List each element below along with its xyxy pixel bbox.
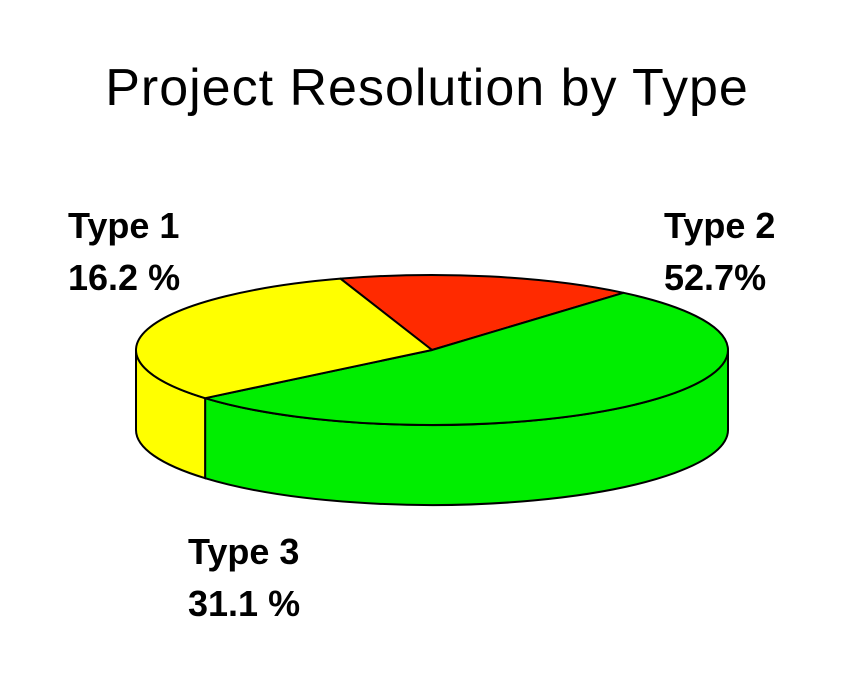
pie-top bbox=[135, 274, 729, 426]
slice-value-type1: 16.2 % bbox=[68, 257, 181, 298]
pie-slice-type-3 bbox=[135, 277, 433, 400]
chart-title: Project Resolution by Type bbox=[105, 59, 749, 117]
slice-name-type2: Type 2 bbox=[664, 205, 776, 246]
slice-label-type3: Type 3 31.1 % bbox=[188, 526, 300, 630]
slice-name-type1: Type 1 bbox=[68, 205, 180, 246]
slice-name-type3: Type 3 bbox=[188, 531, 300, 572]
slice-value-type2: 52.7% bbox=[664, 257, 767, 298]
slice-value-type3: 31.1 % bbox=[188, 583, 301, 624]
slice-label-type1: Type 1 16.2 % bbox=[68, 200, 180, 304]
slice-label-type2: Type 2 52.7% bbox=[664, 200, 775, 304]
pie-slice-type-2 bbox=[204, 291, 729, 426]
pie-slice-type-1 bbox=[339, 274, 625, 351]
